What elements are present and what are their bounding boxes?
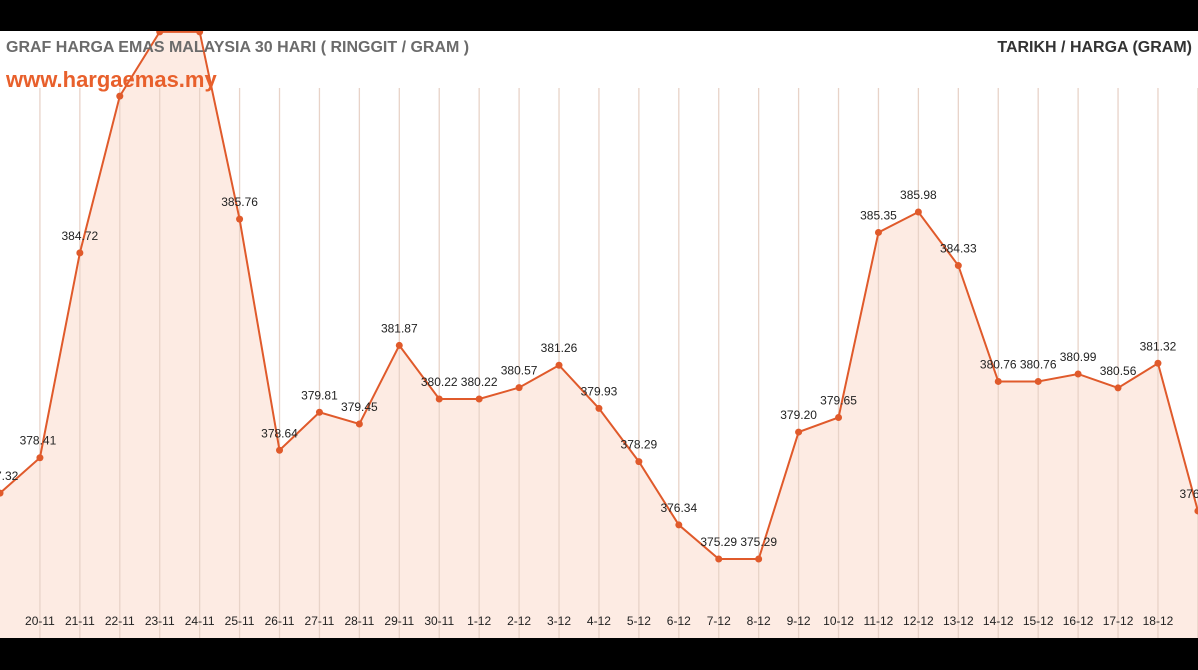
x-tick-label: 20-11	[25, 614, 55, 628]
x-tick-label: 5-12	[627, 614, 651, 628]
data-label: 380.22	[461, 375, 498, 389]
data-label: 380.76	[1020, 357, 1057, 371]
data-label: 376.34	[660, 501, 697, 515]
data-label: 381.87	[381, 321, 418, 335]
x-tick-label: 14-12	[983, 614, 1014, 628]
data-point	[1154, 359, 1162, 367]
data-label: 381.32	[1140, 339, 1177, 353]
x-tick-label: 26-11	[265, 614, 295, 628]
data-label: 378.64	[261, 426, 298, 440]
data-point	[1034, 377, 1042, 385]
data-point	[795, 428, 803, 436]
x-tick-label: 21-11	[65, 614, 95, 628]
price-chart: 377.32378.41384.72385.76378.64379.81379.…	[0, 31, 1198, 638]
data-point	[555, 361, 563, 369]
data-point	[276, 446, 284, 454]
data-point	[914, 208, 922, 216]
data-label: 380.76	[980, 357, 1017, 371]
data-point	[435, 395, 443, 403]
data-label: 385.76	[221, 195, 258, 209]
data-point	[355, 420, 363, 428]
chart-legend: TARIKH / HARGA (GRAM)	[997, 39, 1192, 56]
data-label: 380.56	[1100, 364, 1137, 378]
data-label: 378.41	[20, 434, 57, 448]
data-label: 379.65	[820, 393, 857, 407]
data-point	[315, 408, 323, 416]
data-point	[0, 489, 4, 497]
data-label: 385.98	[900, 188, 937, 202]
data-point	[196, 31, 204, 36]
x-tick-label: 30-11	[424, 614, 454, 628]
data-point	[675, 521, 683, 529]
x-tick-label: 29-11	[384, 614, 414, 628]
data-label: 384.72	[62, 229, 99, 243]
data-label: 376.77	[1180, 487, 1198, 501]
x-tick-label: 8-12	[747, 614, 771, 628]
data-point	[156, 31, 164, 36]
area-fill	[0, 31, 1198, 638]
x-tick-label: 4-12	[587, 614, 611, 628]
data-point	[36, 454, 44, 462]
data-point	[635, 458, 643, 466]
chart-frame: 377.32378.41384.72385.76378.64379.81379.…	[0, 31, 1198, 638]
data-point	[994, 377, 1002, 385]
data-label: 379.93	[581, 384, 618, 398]
data-label: 377.32	[0, 469, 19, 483]
x-tick-label: 25-11	[225, 614, 255, 628]
data-label: 379.81	[301, 388, 338, 402]
data-label: 380.99	[1060, 350, 1097, 364]
data-label: 375.29	[700, 535, 737, 549]
x-tick-label: 1-12	[467, 614, 491, 628]
data-point	[1074, 370, 1082, 378]
data-point	[76, 249, 84, 257]
data-point	[755, 555, 763, 563]
x-tick-label: 27-11	[305, 614, 335, 628]
data-point	[874, 228, 882, 236]
data-label: 380.57	[501, 364, 538, 378]
x-tick-label: 16-12	[1063, 614, 1094, 628]
data-label: 379.20	[780, 408, 817, 422]
x-tick-label: 17-12	[1103, 614, 1134, 628]
data-point	[595, 404, 603, 412]
data-point	[835, 413, 843, 421]
data-label: 378.29	[621, 438, 658, 452]
data-point	[715, 555, 723, 563]
data-label: 385.35	[860, 208, 897, 222]
data-point	[1114, 384, 1122, 392]
data-point	[395, 341, 403, 349]
data-point	[236, 215, 244, 223]
data-point	[116, 92, 124, 100]
x-tick-label: 7-12	[707, 614, 731, 628]
x-tick-label: 18-12	[1143, 614, 1174, 628]
x-tick-label: 22-11	[105, 614, 135, 628]
x-tick-label: 28-11	[344, 614, 374, 628]
data-label: 380.22	[421, 375, 458, 389]
data-point	[475, 395, 483, 403]
x-tick-label: 15-12	[1023, 614, 1054, 628]
x-tick-label: 12-12	[903, 614, 934, 628]
data-label: 384.33	[940, 242, 977, 256]
x-tick-label: 2-12	[507, 614, 531, 628]
x-tick-label: 23-11	[145, 614, 175, 628]
data-point	[1194, 507, 1198, 515]
chart-title: GRAF HARGA EMAS MALAYSIA 30 HARI ( RINGG…	[6, 39, 470, 56]
site-logo[interactable]: www.hargaemas.my	[6, 67, 217, 92]
data-point	[515, 384, 523, 392]
x-tick-label: 13-12	[943, 614, 974, 628]
data-point	[954, 262, 962, 270]
x-tick-label: 9-12	[787, 614, 811, 628]
x-tick-label: 10-12	[823, 614, 854, 628]
x-tick-label: 24-11	[185, 614, 215, 628]
x-tick-label: 6-12	[667, 614, 691, 628]
data-label: 379.45	[341, 400, 378, 414]
x-tick-label: 11-12	[864, 614, 894, 628]
data-label: 381.26	[541, 341, 578, 355]
x-tick-label: 3-12	[547, 614, 571, 628]
data-label: 375.29	[740, 535, 777, 549]
